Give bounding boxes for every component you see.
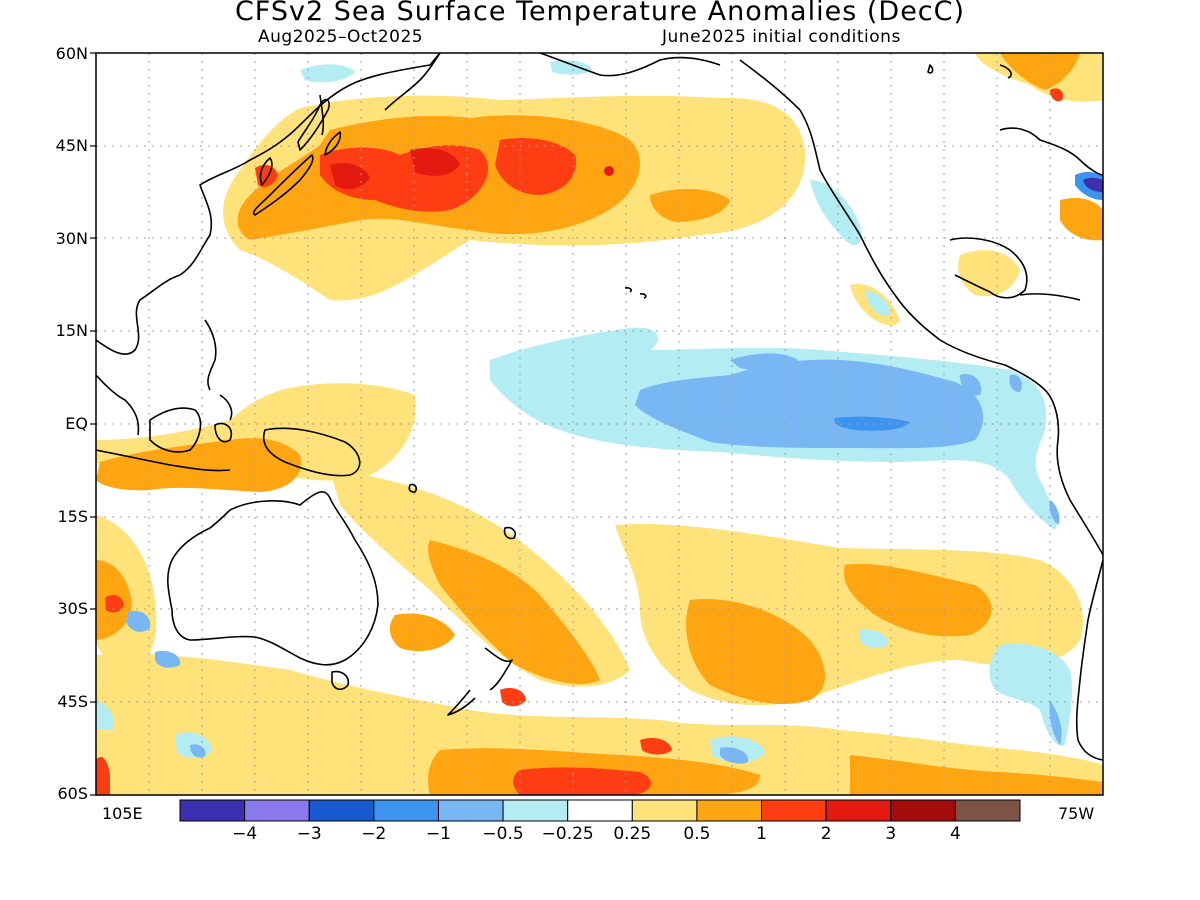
lat-label-15n: 15N — [55, 321, 88, 340]
legend-swatch — [954, 799, 1021, 822]
lat-ticks — [90, 52, 96, 796]
legend-tick-label: 4 — [949, 824, 961, 844]
legend-tick-label: −1 — [425, 824, 451, 844]
legend-swatch — [244, 799, 310, 822]
legend-swatch — [308, 799, 375, 822]
legend-swatch — [890, 799, 956, 822]
legend-tick-label: −4 — [232, 824, 258, 844]
color-legend — [179, 799, 1021, 822]
lon-label-75w: 75W — [1058, 804, 1095, 823]
forecast-period: Aug2025–Oct2025 — [258, 27, 424, 47]
legend-tick-label: −0.5 — [482, 824, 524, 844]
lat-label-30s: 30S — [57, 599, 88, 618]
initial-conditions: June2025 initial conditions — [662, 27, 901, 47]
legend-swatch — [373, 799, 439, 822]
map-title: CFSv2 Sea Surface Temperature Anomalies … — [234, 0, 966, 27]
legend-tick-label: 0.25 — [613, 824, 652, 844]
legend-tick-label: −3 — [296, 824, 322, 844]
legend-swatch — [825, 799, 892, 822]
lat-label-60s: 60S — [57, 784, 88, 803]
legend-swatch — [567, 799, 633, 822]
legend-swatch — [179, 799, 246, 822]
lat-label-30n: 30N — [55, 229, 88, 248]
coastlines — [96, 53, 1103, 761]
legend-tick-label: 1 — [756, 824, 767, 844]
legend-tick-label: 0.5 — [683, 824, 711, 844]
legend-swatch — [437, 799, 504, 822]
legend-tick-label: −2 — [361, 824, 387, 844]
lon-label-105e: 105E — [102, 804, 143, 823]
legend-swatch — [696, 799, 763, 822]
legend-tick-label: −0.25 — [541, 824, 594, 844]
legend-tick-label: 2 — [820, 824, 832, 844]
anomaly-field — [96, 53, 1103, 795]
legend-swatch — [761, 799, 827, 822]
legend-swatch — [502, 799, 569, 822]
lat-label-60n: 60N — [55, 44, 88, 63]
lat-label-eq: EQ — [65, 414, 88, 433]
legend-swatch — [631, 799, 698, 822]
lat-label-45s: 45S — [57, 692, 88, 711]
legend-tick-label: 3 — [885, 824, 897, 844]
lat-label-15s: 15S — [57, 507, 88, 526]
lat-label-45n: 45N — [55, 136, 88, 155]
